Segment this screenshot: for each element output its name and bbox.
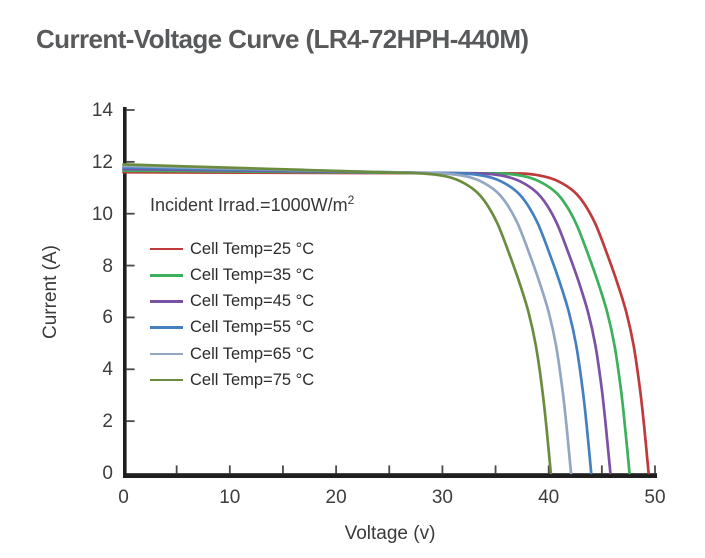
x-tick-label: 0	[118, 487, 129, 508]
legend-line-swatch	[150, 378, 183, 382]
legend-label: Cell Temp=25 °C	[190, 239, 315, 258]
y-tick-label: 14	[91, 100, 113, 121]
y-tick-label: 4	[102, 359, 113, 381]
legend-label: Cell Temp=75 °C	[190, 370, 315, 389]
x-tick-mark	[388, 465, 391, 474]
x-tick-mark	[175, 465, 178, 474]
y-tick-mark	[126, 316, 135, 319]
legend-row: Cell Temp=35 °C	[150, 262, 314, 288]
legend-line-swatch	[150, 352, 183, 356]
x-axis-title: Voltage (v)	[344, 523, 436, 544]
x-tick-mark	[494, 465, 497, 474]
legend: Cell Temp=25 °C Cell Temp=35 °C Cell Temp=…	[150, 236, 314, 393]
x-tick-mark	[600, 465, 603, 474]
irradiance-annotation-text: Incident Irrad.=1000W/m	[150, 195, 348, 215]
y-tick-mark	[126, 212, 135, 215]
y-tick-label: 6	[102, 307, 113, 329]
iv-curve-75c	[122, 163, 553, 475]
irradiance-annotation: Incident Irrad.=1000W/m2	[150, 193, 354, 216]
x-tick-mark	[654, 465, 656, 474]
y-tick-mark	[126, 160, 135, 163]
legend-label: Cell Temp=35 °C	[190, 266, 315, 285]
y-tick-label: 2	[102, 411, 113, 433]
x-tick-mark	[282, 465, 284, 474]
x-axis-line	[123, 473, 657, 478]
legend-row: Cell Temp=55 °C	[150, 315, 314, 341]
x-tick-mark	[441, 465, 444, 474]
y-tick-mark	[126, 109, 135, 111]
legend-label: Cell Temp=55 °C	[190, 318, 315, 337]
legend-row: Cell Temp=45 °C	[150, 288, 314, 314]
x-tick-label: 40	[538, 487, 560, 508]
legend-line-swatch	[150, 247, 183, 251]
y-tick-label: 0	[102, 463, 113, 484]
y-tick-label: 10	[91, 203, 113, 225]
y-tick-mark	[126, 420, 135, 423]
x-tick-label: 30	[431, 487, 453, 508]
y-axis-title: Current (A)	[40, 245, 61, 339]
x-tick-label: 20	[325, 487, 347, 508]
chart-title: Current-Voltage Curve (LR4-72HPH-440M)	[36, 24, 529, 54]
y-tick-label: 8	[102, 255, 113, 277]
x-tick-mark	[335, 465, 337, 474]
legend-row: Cell Temp=65 °C	[150, 341, 314, 367]
legend-row: Cell Temp=25 °C	[150, 236, 314, 262]
x-tick-mark	[228, 465, 231, 474]
legend-line-swatch	[150, 300, 183, 303]
legend-line-swatch	[150, 273, 183, 277]
legend-row: Cell Temp=75 °C	[150, 367, 314, 393]
y-axis-line	[123, 107, 127, 478]
y-tick-label: 12	[91, 151, 113, 173]
irradiance-annotation-sup: 2	[347, 193, 355, 207]
x-tick-mark	[547, 465, 550, 474]
x-tick-label: 50	[644, 487, 666, 508]
legend-label: Cell Temp=65 °C	[190, 344, 315, 363]
y-tick-mark	[126, 264, 135, 267]
x-tick-label: 10	[219, 487, 241, 508]
y-tick-mark	[126, 368, 135, 371]
legend-line-swatch	[150, 326, 183, 329]
legend-label: Cell Temp=45 °C	[190, 292, 315, 311]
